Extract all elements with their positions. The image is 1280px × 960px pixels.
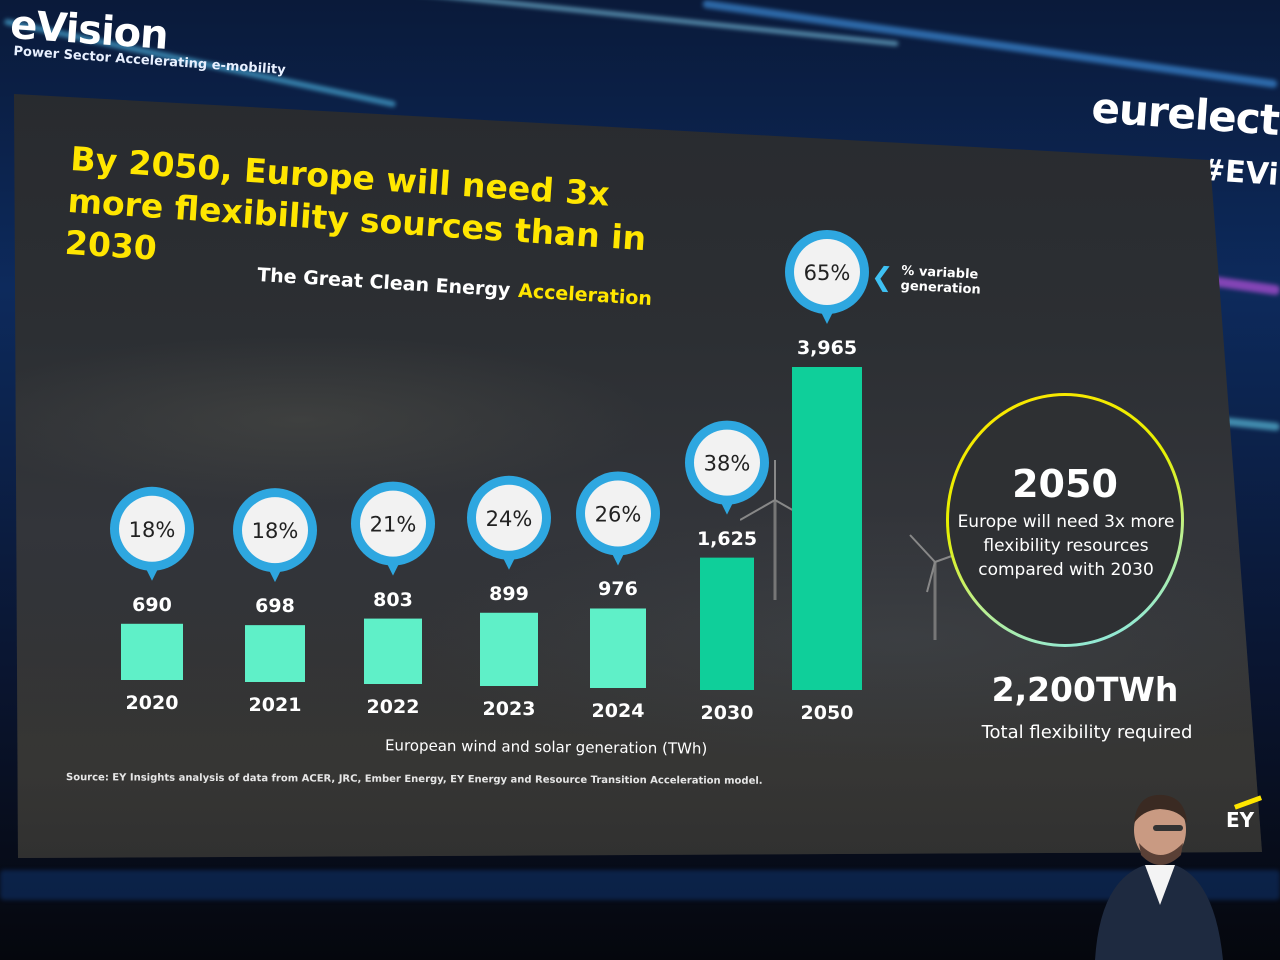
ey-logo: EY: [1222, 794, 1263, 834]
callout-year: 2050: [1012, 462, 1118, 506]
year-label-2050: 2050: [800, 702, 854, 724]
value-label-2030: 1,625: [696, 527, 758, 550]
value-label-2050: 3,965: [796, 337, 858, 359]
share-bubble-2030: 38%: [685, 420, 769, 515]
share-label-2022: 21%: [370, 513, 417, 537]
bar-2050: [792, 367, 862, 690]
value-label-2021: 698: [255, 595, 295, 618]
total-flexibility-value: 2,200TWh: [991, 670, 1179, 709]
share-label-2024: 26%: [595, 502, 642, 526]
share-bubble-2021: 18%: [233, 488, 317, 583]
bar-2030: [700, 557, 754, 690]
year-label-2023: 2023: [482, 698, 536, 720]
presenter: [1095, 794, 1223, 960]
share-label-2030: 38%: [704, 452, 751, 476]
share-bubble-2020: 18%: [110, 486, 194, 581]
light-streak: [0, 870, 1280, 900]
value-label-2024: 976: [598, 578, 638, 601]
bar-2020: [121, 623, 183, 680]
value-label-2023: 899: [489, 582, 529, 605]
share-label-2023: 24%: [486, 507, 533, 531]
year-label-2024: 2024: [591, 700, 645, 722]
callout-text: Europe will need 3x more flexibility res…: [957, 512, 1175, 580]
value-label-2020: 690: [132, 593, 172, 616]
year-label-2021: 2021: [248, 694, 302, 716]
bar-2023: [480, 612, 538, 686]
share-bubble-2024: 26%: [576, 471, 660, 566]
bar-2024: [590, 608, 646, 688]
year-label-2020: 2020: [125, 692, 179, 714]
share-bubble-2022: 21%: [351, 481, 435, 576]
year-label-2022: 2022: [366, 696, 420, 718]
share-label-2021: 18%: [252, 519, 299, 543]
share-bubble-2023: 24%: [467, 475, 551, 570]
value-label-2022: 803: [373, 588, 413, 611]
share-bubble-2050: 65%: [785, 230, 869, 324]
callout-circle: [946, 393, 1184, 647]
ey-logo-text: EY: [1226, 808, 1255, 832]
year-label-2030: 2030: [700, 702, 754, 724]
share-label-2050: 65%: [804, 261, 851, 285]
bar-2022: [364, 618, 422, 684]
wind-turbine-icon: [909, 534, 964, 640]
total-flexibility-caption: Total flexibility required: [981, 722, 1193, 743]
x-axis-label: European wind and solar generation (TWh): [384, 736, 708, 758]
share-label-2020: 18%: [129, 518, 176, 542]
bar-2021: [245, 625, 305, 682]
